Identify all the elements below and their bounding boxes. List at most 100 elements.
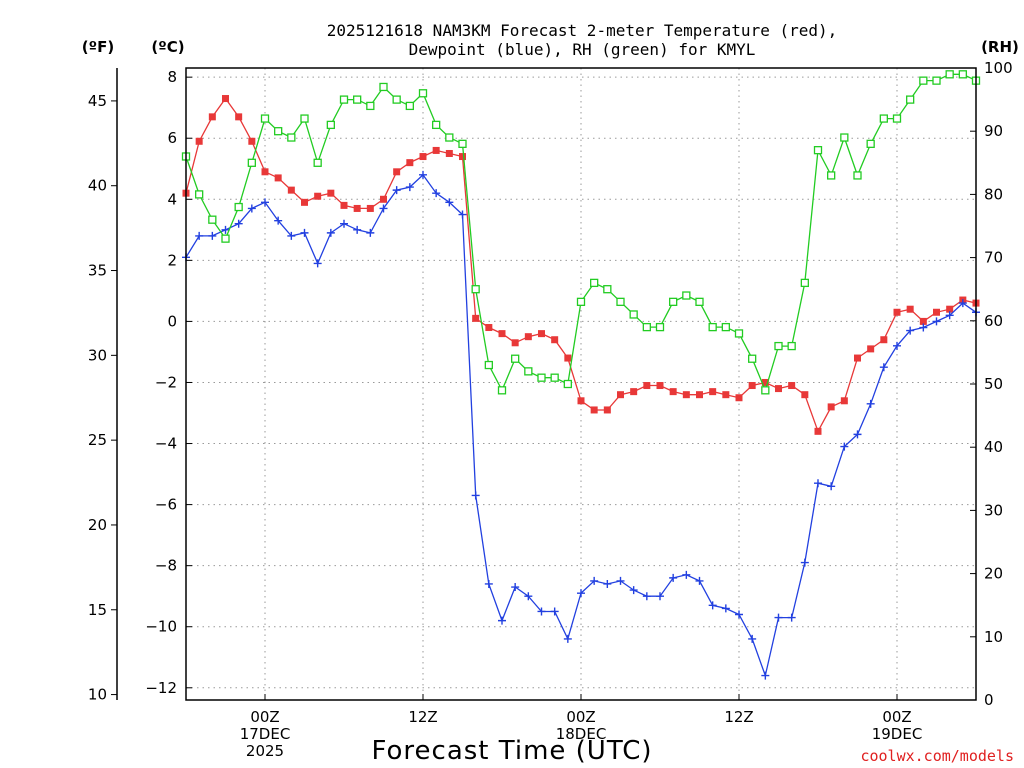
dewpoint-point — [287, 231, 296, 240]
temperature-point — [775, 385, 782, 393]
dewpoint-point — [550, 607, 559, 616]
dewpoint-point — [563, 634, 572, 643]
rh-tick-label: 40 — [984, 438, 1003, 456]
rh-point — [195, 190, 204, 199]
dewpoint-point — [695, 576, 704, 585]
temperature-point — [208, 113, 216, 121]
dewpoint-point — [879, 363, 888, 372]
temperature-point — [696, 391, 703, 399]
dewpoint-point — [577, 589, 585, 598]
temperature-point — [393, 168, 401, 176]
x-tick-label: 00Z — [250, 708, 279, 726]
dewpoint-point — [379, 204, 388, 213]
rh-point — [708, 322, 717, 332]
temperature-point — [195, 137, 203, 145]
rh-point — [287, 133, 296, 142]
rh-tick-label: 70 — [984, 249, 1003, 267]
temperature-point — [590, 406, 598, 414]
fahrenheit-axis: 45 40 35 30 25 20 15 10 — [88, 68, 118, 704]
dewpoint-point — [419, 170, 427, 179]
temperature-point — [709, 388, 717, 396]
dewpoint-point — [708, 601, 717, 610]
rh-point — [906, 95, 915, 104]
rh-point — [945, 70, 954, 79]
rh-point — [392, 95, 401, 104]
dewpoint-point — [498, 616, 506, 625]
dewpoint-point — [537, 607, 546, 616]
temperature-point — [630, 388, 638, 396]
x-tick-label: 18DEC — [556, 725, 607, 743]
rh-point — [234, 202, 243, 212]
dewpoint-point — [603, 579, 612, 588]
dewpoint-point — [616, 576, 625, 585]
temperature-point — [406, 159, 414, 167]
rh-point — [313, 158, 322, 167]
dewpoint-point — [629, 586, 638, 595]
temperature-point — [617, 391, 624, 399]
dewpoint-point — [405, 183, 414, 192]
dewpoint-point — [313, 259, 322, 268]
dewpoint-point — [511, 583, 520, 592]
dewpoint-point — [748, 634, 757, 643]
rh-point — [682, 291, 691, 300]
dewpoint-point — [524, 592, 533, 601]
fahrenheit-tick-label: 25 — [88, 431, 107, 449]
rh-point — [353, 95, 362, 104]
dewpoint-point — [866, 399, 875, 408]
celsius-tick-label: 8 — [167, 68, 177, 86]
fahrenheit-tick-label: 35 — [88, 262, 107, 280]
rh-tick-label: 60 — [984, 312, 1003, 330]
x-tick-label: 12Z — [724, 708, 753, 726]
dewpoint-point — [247, 204, 256, 213]
rh-point — [484, 360, 493, 370]
rh-point — [774, 341, 783, 351]
series-dewpoint — [182, 170, 980, 680]
temperature-point — [327, 189, 335, 197]
dewpoint-point — [590, 576, 599, 585]
rh-tick-label: 50 — [984, 375, 1003, 393]
rh-point — [221, 234, 230, 243]
rh-point — [932, 76, 941, 85]
dewpoint-point — [919, 323, 928, 332]
fahrenheit-tick-label: 40 — [88, 177, 107, 195]
fahrenheit-tick-label: 30 — [88, 346, 107, 364]
temperature-point — [814, 427, 822, 435]
dewpoint-point — [261, 198, 269, 207]
rh-point — [537, 373, 546, 382]
rh-point — [827, 171, 836, 180]
rh-point — [642, 322, 651, 332]
temperature-point — [498, 330, 506, 338]
x-axis-title: Forecast Time (UTC) — [371, 736, 652, 766]
temperature-point — [682, 391, 690, 399]
rh-point — [550, 373, 559, 382]
rh-point — [247, 158, 256, 167]
temperature-point — [366, 204, 374, 212]
celsius-tick-label: 2 — [167, 251, 177, 269]
rh-tick-label: 10 — [984, 628, 1003, 646]
dewpoint-point — [392, 186, 401, 195]
dewpoint-point — [208, 231, 217, 240]
temperature-point — [472, 314, 480, 322]
rh-point — [471, 285, 480, 294]
rh-point — [208, 215, 217, 224]
temperature-point — [274, 174, 282, 182]
rh-point — [524, 367, 533, 376]
temperature-point — [867, 345, 875, 353]
temperature-point — [893, 308, 901, 316]
temperature-point — [459, 153, 466, 161]
rh-point — [405, 101, 414, 111]
rh-point — [748, 354, 757, 363]
temperature-point — [735, 394, 743, 402]
temperature-point — [933, 308, 940, 316]
temperature-point — [301, 198, 308, 206]
celsius-tick-label: −12 — [145, 679, 177, 697]
temperature-point — [445, 149, 453, 157]
dewpoint-point — [735, 610, 743, 619]
temperature-point — [353, 204, 361, 212]
x-tick-label: 17DEC — [240, 725, 291, 743]
rh-point — [590, 278, 599, 288]
rh-point — [813, 146, 823, 155]
